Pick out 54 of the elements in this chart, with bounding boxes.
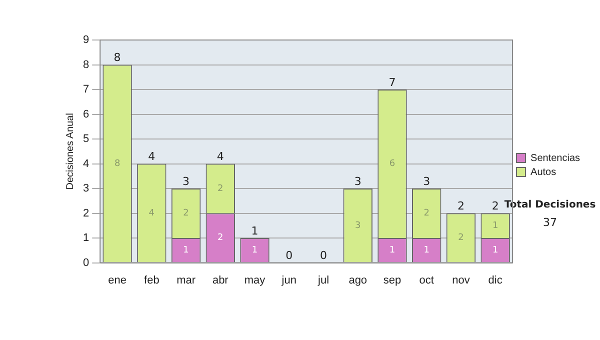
total-label: 0 [320,249,328,262]
x-tick-label: feb [144,274,160,286]
data-label: 2 [458,233,464,244]
data-label: 1 [183,246,189,256]
legend-label: Autos [530,166,556,178]
y-tick-label: 4 [82,158,90,170]
data-label: 1 [492,246,498,256]
y-tick-label: 6 [82,108,90,120]
data-label: 4 [148,208,155,218]
total-label: 8 [114,51,121,64]
y-tick-label: 9 [82,34,90,46]
total-label: 4 [148,150,156,164]
y-tick-label: 3 [82,182,90,195]
total-label: 3 [423,174,430,188]
x-tick-label: mar [176,274,196,286]
y-tick-label: 5 [82,133,90,146]
data-label: 1 [424,246,430,256]
y-tick-label: 8 [82,58,90,71]
data-label: 1 [492,221,498,232]
annotation: Total Decisiones [504,200,596,211]
total-label: 2 [492,200,499,213]
data-label: 3 [355,220,361,231]
x-tick-label: dic [488,274,503,286]
total-label: 7 [388,76,396,89]
x-tick-label: nov [452,274,470,286]
y-tick-label: 1 [82,232,90,244]
total-label: 2 [457,200,464,213]
y-tick-label: 2 [82,207,90,220]
data-label: 2 [183,208,189,219]
total-label: 4 [216,150,224,164]
data-label: 2 [424,208,430,219]
data-label: 2 [218,184,224,194]
x-tick-label: sep [383,274,402,286]
y-tick-label: 0 [82,256,90,269]
data-label: 1 [252,246,258,256]
total-label: 1 [251,224,258,238]
data-label: 8 [114,158,120,169]
x-tick-label: oct [419,274,434,286]
text: 37 [543,216,557,229]
x-tick-label: abr [212,274,229,286]
legend-label: Sentencias [530,152,580,164]
x-tick-label: ago [348,274,368,286]
data-label: 1 [389,246,396,256]
y-tick-label: 7 [82,84,90,96]
data-label: 2 [218,233,224,244]
y-axis-title: Decisiones Anual [64,113,76,190]
x-tick-label: jun [280,274,296,286]
data-label: 6 [389,159,396,170]
x-tick-label: ene [108,274,126,286]
total-label: 3 [182,174,190,188]
total-label: 0 [286,249,293,262]
x-tick-label: may [244,274,266,286]
total-label: 3 [354,174,362,188]
x-tick-label: jul [316,274,330,286]
